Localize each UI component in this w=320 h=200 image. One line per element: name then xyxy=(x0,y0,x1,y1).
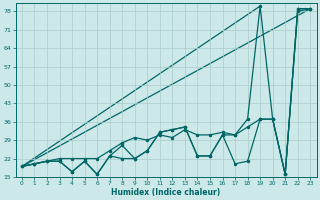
X-axis label: Humidex (Indice chaleur): Humidex (Indice chaleur) xyxy=(111,188,221,197)
